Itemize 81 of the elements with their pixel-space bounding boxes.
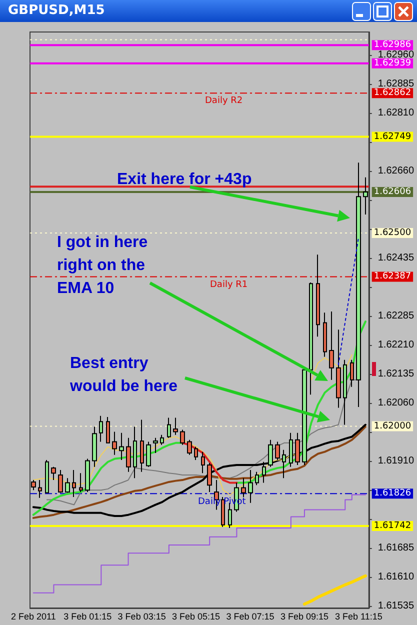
ref-line-label: 1.62749 [374, 132, 412, 142]
candlestick [65, 478, 70, 494]
candlestick [31, 480, 36, 491]
candlestick [126, 437, 131, 472]
x-tick-label: 2 Feb 2011 [10, 612, 56, 622]
y-tick-label: 1.61910 [378, 456, 414, 467]
candlestick [146, 441, 151, 468]
y-tick-label: 1.62435 [378, 252, 414, 264]
y-tick-label: 1.62210 [378, 340, 414, 351]
candlestick [282, 449, 286, 479]
y-tick-label: 1.62660 [378, 166, 414, 177]
candlestick [106, 416, 110, 444]
candlestick [45, 459, 49, 494]
y-tick-label: 1.62810 [378, 108, 414, 119]
ref-line-label: 1.61826 [374, 488, 412, 499]
candlestick [343, 359, 347, 426]
ref-line-label: 1.62606 [374, 187, 412, 198]
candlestick [309, 282, 313, 396]
line-series [181, 442, 238, 484]
y-tick-label: 1.61685 [378, 542, 414, 554]
candlestick [268, 439, 273, 468]
candlestick [167, 417, 171, 438]
candlestick [275, 441, 280, 460]
candlestick [356, 162, 361, 408]
y-tick-label: 1.62060 [378, 398, 414, 409]
candlestick [140, 419, 144, 472]
candlestick [119, 432, 124, 460]
candlestick [262, 461, 266, 484]
candlestick [180, 429, 185, 446]
x-tick-label: 3 Feb 09:15 [280, 612, 328, 622]
x-tick-label: 3 Feb 03:15 [118, 612, 166, 622]
x-tick-label: 3 Feb 01:15 [64, 612, 112, 622]
candlestick [323, 312, 327, 358]
candlestick [363, 176, 368, 215]
candlestick [255, 471, 259, 486]
candlestick [58, 469, 63, 494]
candlestick [160, 434, 164, 446]
annotation: Daily R1 [210, 280, 248, 290]
x-tick-label: 3 Feb 07:15 [226, 612, 274, 622]
x-tick-label: 3 Feb 11:15 [335, 612, 382, 622]
candlestick [248, 469, 253, 504]
candlestick [153, 437, 158, 454]
candlestick [112, 431, 117, 456]
candlestick [329, 310, 334, 380]
line-series [302, 574, 367, 606]
candlestick [72, 469, 76, 498]
ref-line-label: 1.62939 [374, 58, 412, 68]
chart-title: GBPUSD,M15 [8, 3, 105, 18]
candlestick [350, 359, 354, 388]
candlestick [207, 462, 212, 493]
ref-line-label: 1.62387 [374, 272, 412, 282]
candlestick [51, 466, 56, 481]
candlestick [38, 480, 42, 498]
ref-line-label: 1.62862 [374, 88, 412, 98]
ref-line-label: 1.61742 [374, 521, 412, 532]
candlestick [92, 426, 97, 468]
x-tick-label: 3 Feb 05:15 [172, 612, 220, 622]
candlestick [295, 432, 300, 466]
candlestick [316, 254, 320, 338]
candlestick [79, 472, 83, 493]
ref-line-label: 1.62000 [374, 421, 412, 432]
y-tick-label: 1.62135 [378, 368, 414, 380]
candlestick [201, 451, 205, 474]
y-tick-label: 1.62285 [378, 310, 414, 322]
ref-line-label: 1.62500 [374, 228, 412, 238]
candlestick [194, 446, 198, 460]
candlestick [336, 329, 341, 408]
ref-line-label: 1.62986 [374, 40, 412, 50]
y-tick-label: 1.61610 [378, 572, 414, 583]
annotation: Exit here for +43p [117, 170, 253, 190]
annotation: I got in here right on the EMA 10 [57, 233, 149, 299]
candlestick [133, 426, 137, 479]
candlestick [241, 478, 246, 498]
candlestick [289, 432, 293, 468]
annotation: Daily R2 [205, 96, 243, 106]
candlestick [85, 458, 90, 493]
annotation: Best entry would be here [70, 354, 179, 397]
candlestick [187, 439, 192, 456]
candlestick [99, 415, 103, 442]
candlestick [173, 417, 178, 436]
y-tick-label: 1.61535 [378, 600, 414, 612]
